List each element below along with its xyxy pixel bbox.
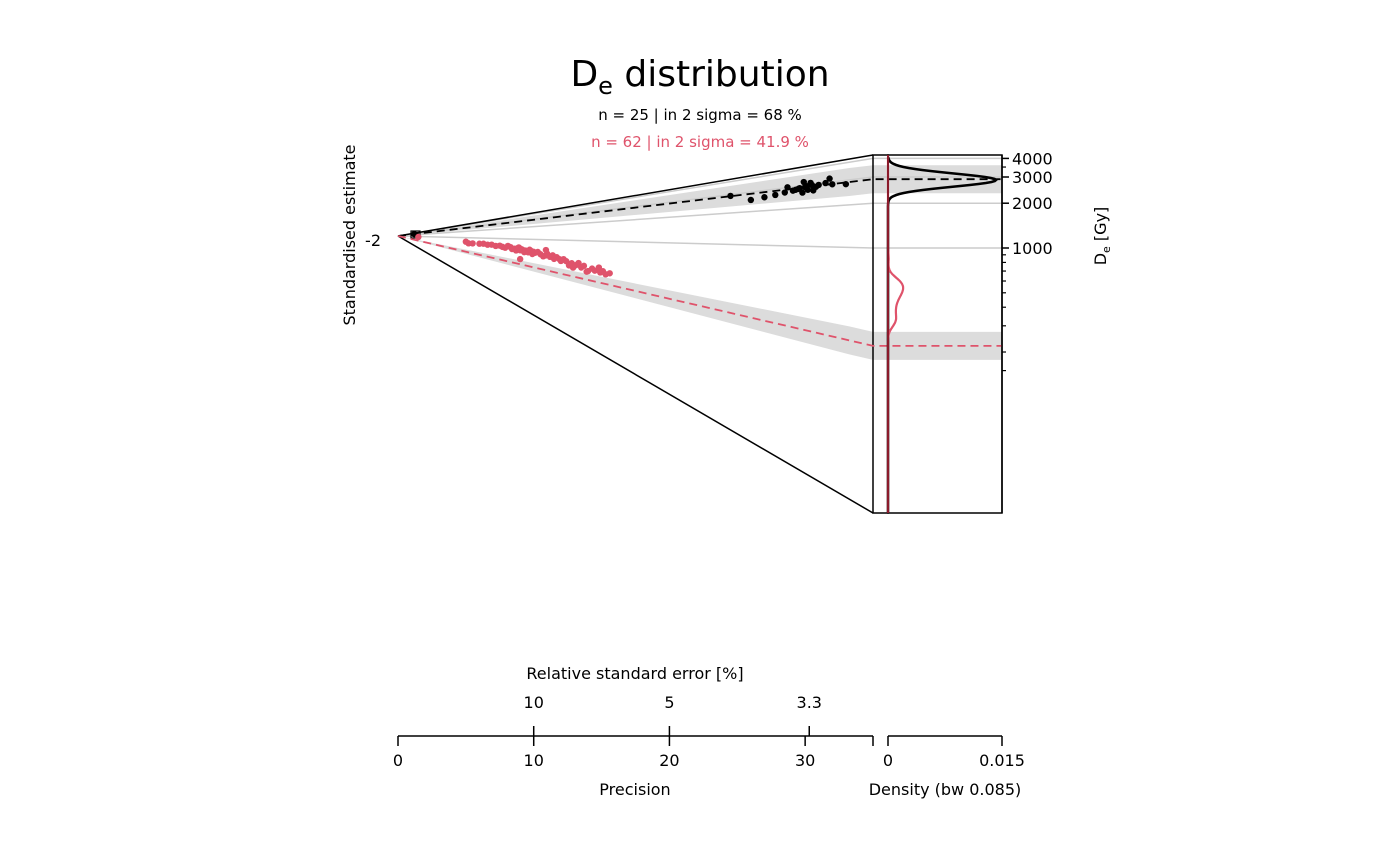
x-axes	[398, 726, 1002, 746]
data-point-series-2	[469, 240, 475, 246]
data-point-series-1	[748, 197, 754, 203]
rse-axis-label: Relative standard error [%]	[526, 664, 743, 683]
z-tick-label: 3000	[1012, 168, 1053, 187]
z-tick-label: 1000	[1012, 239, 1053, 258]
confidence-band	[398, 236, 1002, 360]
data-point-series-1	[799, 189, 805, 195]
precision-axis-label: Precision	[599, 780, 670, 799]
chart-title: De distribution	[570, 54, 829, 100]
confidence-bands	[398, 165, 1002, 360]
data-point-series-1	[727, 193, 733, 199]
precision-tick-label: 30	[795, 751, 815, 770]
data-point-series-2	[581, 263, 587, 269]
z-tick-label: 2000	[1012, 194, 1053, 213]
data-point-series-2	[543, 247, 549, 253]
data-point-series-2	[517, 256, 523, 262]
y-tick-label: -2	[365, 231, 381, 250]
density-tick-label: 0.015	[979, 751, 1025, 770]
z-axis	[1002, 155, 1009, 513]
z-axis-label: De [Gy]	[1091, 207, 1113, 266]
data-point-series-1	[816, 182, 822, 188]
rse-tick-label: 3.3	[797, 693, 822, 712]
rse-tick-label: 5	[664, 693, 674, 712]
density-tick-label: 0	[883, 751, 893, 770]
data-point-series-1	[829, 181, 835, 187]
data-point-series-1	[772, 192, 778, 198]
central-value-line	[398, 236, 1002, 346]
data-point-series-1	[843, 181, 849, 187]
z-tick-label: 4000	[1012, 149, 1053, 168]
summary-dataset-2: n = 62 | in 2 sigma = 41.9 %	[591, 133, 809, 151]
data-point-series-1	[826, 175, 832, 181]
chart-title-subscript: e	[598, 72, 613, 100]
data-point-series-1	[761, 194, 767, 200]
data-point-series-2	[607, 270, 613, 276]
density-axis-label: Density (bw 0.085)	[869, 780, 1022, 799]
frame-lower-line	[398, 236, 873, 513]
precision-tick-label: 20	[659, 751, 679, 770]
data-point-series-1	[784, 184, 790, 190]
y-axis-label: Standardised estimate	[340, 144, 359, 325]
summary-dataset-1: n = 25 | in 2 sigma = 68 %	[598, 106, 802, 124]
precision-tick-label: 0	[393, 751, 403, 770]
rse-tick-label: 10	[524, 693, 544, 712]
precision-tick-label: 10	[524, 751, 544, 770]
data-point-series-2	[415, 234, 421, 240]
